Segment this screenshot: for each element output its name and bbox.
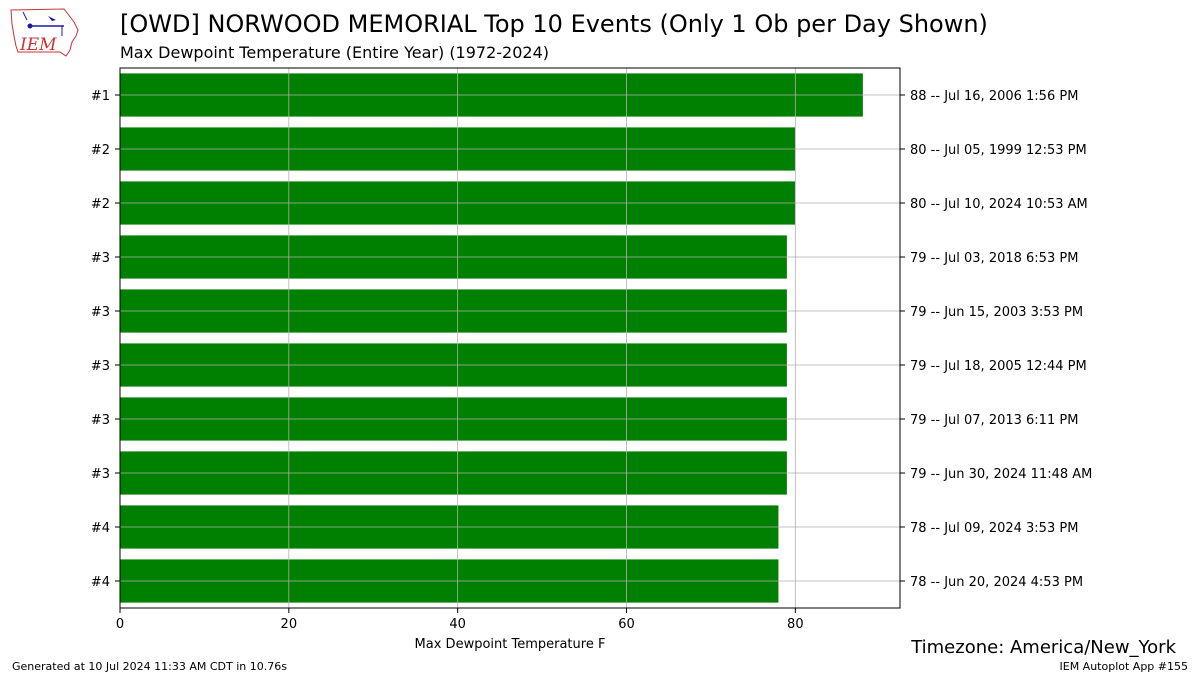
- y-category-label: #2: [91, 197, 110, 212]
- event-label: 79 -- Jul 07, 2013 6:11 PM: [910, 413, 1078, 428]
- y-category-label: #3: [91, 305, 110, 320]
- y-category-label: #1: [91, 89, 110, 104]
- y-category-label: #4: [91, 575, 110, 590]
- y-category-label: #3: [91, 359, 110, 374]
- x-tick-label: 60: [618, 617, 635, 632]
- x-axis-label: Max Dewpoint Temperature F: [415, 637, 606, 652]
- iem-logo: IEM: [10, 8, 79, 57]
- svg-text:IEM: IEM: [19, 35, 57, 55]
- chart-subtitle: Max Dewpoint Temperature (Entire Year) (…: [120, 43, 550, 62]
- event-label: 79 -- Jun 30, 2024 11:48 AM: [910, 467, 1092, 482]
- event-label: 80 -- Jul 10, 2024 10:53 AM: [910, 197, 1088, 212]
- x-tick-label: 0: [116, 617, 124, 632]
- chart-title: [OWD] NORWOOD MEMORIAL Top 10 Events (On…: [120, 10, 988, 38]
- event-label: 79 -- Jul 18, 2005 12:44 PM: [910, 359, 1087, 374]
- y-category-label: #3: [91, 251, 110, 266]
- event-label: 80 -- Jul 05, 1999 12:53 PM: [910, 143, 1087, 158]
- event-label: 79 -- Jun 15, 2003 3:53 PM: [910, 305, 1083, 320]
- event-label: 78 -- Jul 09, 2024 3:53 PM: [910, 521, 1078, 536]
- event-label: 79 -- Jul 03, 2018 6:53 PM: [910, 251, 1078, 266]
- event-label: 88 -- Jul 16, 2006 1:56 PM: [910, 89, 1078, 104]
- y-category-label: #3: [91, 413, 110, 428]
- y-category-label: #2: [91, 143, 110, 158]
- y-category-label: #4: [91, 521, 110, 536]
- generated-timestamp: Generated at 10 Jul 2024 11:33 AM CDT in…: [12, 660, 287, 673]
- x-tick-label: 20: [281, 617, 298, 632]
- y-category-label: #3: [91, 467, 110, 482]
- event-label: 78 -- Jun 20, 2024 4:53 PM: [910, 575, 1083, 590]
- x-tick-label: 80: [787, 617, 804, 632]
- plot-frame: [119, 67, 901, 609]
- timezone-label: Timezone: America/New_York: [911, 637, 1176, 658]
- x-tick-label: 40: [449, 617, 466, 632]
- app-credit: IEM Autoplot App #155: [1059, 660, 1189, 673]
